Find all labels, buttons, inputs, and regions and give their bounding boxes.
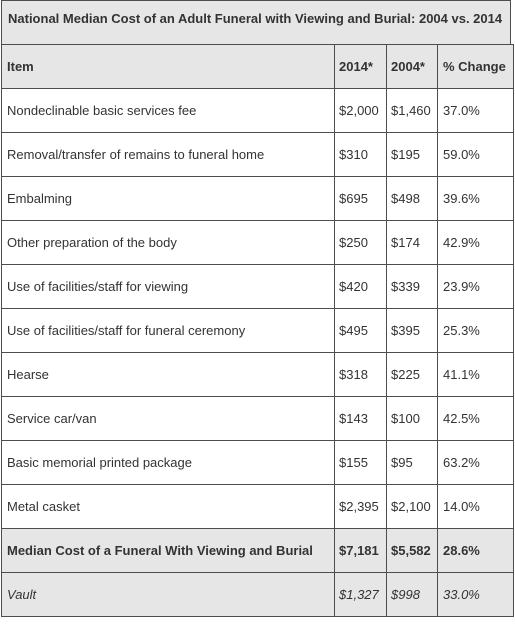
total-item: Median Cost of a Funeral With Viewing an…	[1, 528, 335, 573]
cell-2014: $495	[334, 308, 387, 353]
cell-item: Nondeclinable basic services fee	[1, 88, 335, 133]
vault-row: Vault $1,327 $998 33.0%	[1, 572, 514, 617]
funeral-cost-table: Item 2014* 2004* % Change Nondeclinable …	[1, 44, 514, 617]
total-2004: $5,582	[386, 528, 438, 573]
header-row: Item 2014* 2004* % Change	[1, 44, 514, 89]
table-row: Use of facilities/staff for funeral cere…	[1, 308, 514, 353]
cell-item: Metal casket	[1, 484, 335, 529]
cell-change: 39.6%	[437, 176, 514, 221]
cell-2014: $143	[334, 396, 387, 441]
table-row: Nondeclinable basic services fee $2,000 …	[1, 88, 514, 133]
cell-item: Removal/transfer of remains to funeral h…	[1, 132, 335, 177]
table-row: Other preparation of the body $250 $174 …	[1, 220, 514, 265]
header-change: % Change	[437, 44, 514, 89]
cell-2004: $95	[386, 440, 438, 485]
total-row: Median Cost of a Funeral With Viewing an…	[1, 528, 514, 573]
total-2014: $7,181	[334, 528, 387, 573]
header-item: Item	[1, 44, 335, 89]
table-row: Hearse $318 $225 41.1%	[1, 352, 514, 397]
table-title: National Median Cost of an Adult Funeral…	[1, 0, 511, 45]
cell-change: 37.0%	[437, 88, 514, 133]
cell-item: Other preparation of the body	[1, 220, 335, 265]
cell-item: Use of facilities/staff for viewing	[1, 264, 335, 309]
cell-change: 25.3%	[437, 308, 514, 353]
cell-item: Service car/van	[1, 396, 335, 441]
table-row: Service car/van $143 $100 42.5%	[1, 396, 514, 441]
cell-change: 42.9%	[437, 220, 514, 265]
cell-change: 41.1%	[437, 352, 514, 397]
vault-change: 33.0%	[437, 572, 514, 617]
header-2004: 2004*	[386, 44, 438, 89]
cell-change: 42.5%	[437, 396, 514, 441]
cell-change: 14.0%	[437, 484, 514, 529]
cell-2004: $195	[386, 132, 438, 177]
total-change: 28.6%	[437, 528, 514, 573]
table-row: Use of facilities/staff for viewing $420…	[1, 264, 514, 309]
vault-2004: $998	[386, 572, 438, 617]
cell-item: Hearse	[1, 352, 335, 397]
cell-2014: $250	[334, 220, 387, 265]
vault-item: Vault	[1, 572, 335, 617]
cell-change: 63.2%	[437, 440, 514, 485]
table-row: Embalming $695 $498 39.6%	[1, 176, 514, 221]
cell-2014: $318	[334, 352, 387, 397]
cell-2014: $310	[334, 132, 387, 177]
cell-change: 59.0%	[437, 132, 514, 177]
cell-2004: $1,460	[386, 88, 438, 133]
cell-2014: $695	[334, 176, 387, 221]
vault-2014: $1,327	[334, 572, 387, 617]
cell-2014: $2,395	[334, 484, 387, 529]
cell-change: 23.9%	[437, 264, 514, 309]
cell-2004: $395	[386, 308, 438, 353]
cell-2004: $498	[386, 176, 438, 221]
header-2014: 2014*	[334, 44, 387, 89]
table-row: Basic memorial printed package $155 $95 …	[1, 440, 514, 485]
cell-item: Embalming	[1, 176, 335, 221]
table-row: Removal/transfer of remains to funeral h…	[1, 132, 514, 177]
cell-2004: $174	[386, 220, 438, 265]
cell-2004: $100	[386, 396, 438, 441]
cell-2014: $420	[334, 264, 387, 309]
cell-2004: $225	[386, 352, 438, 397]
cell-2014: $155	[334, 440, 387, 485]
cell-2014: $2,000	[334, 88, 387, 133]
table-row: Metal casket $2,395 $2,100 14.0%	[1, 484, 514, 529]
cell-2004: $2,100	[386, 484, 438, 529]
cell-item: Basic memorial printed package	[1, 440, 335, 485]
cell-2004: $339	[386, 264, 438, 309]
cell-item: Use of facilities/staff for funeral cere…	[1, 308, 335, 353]
